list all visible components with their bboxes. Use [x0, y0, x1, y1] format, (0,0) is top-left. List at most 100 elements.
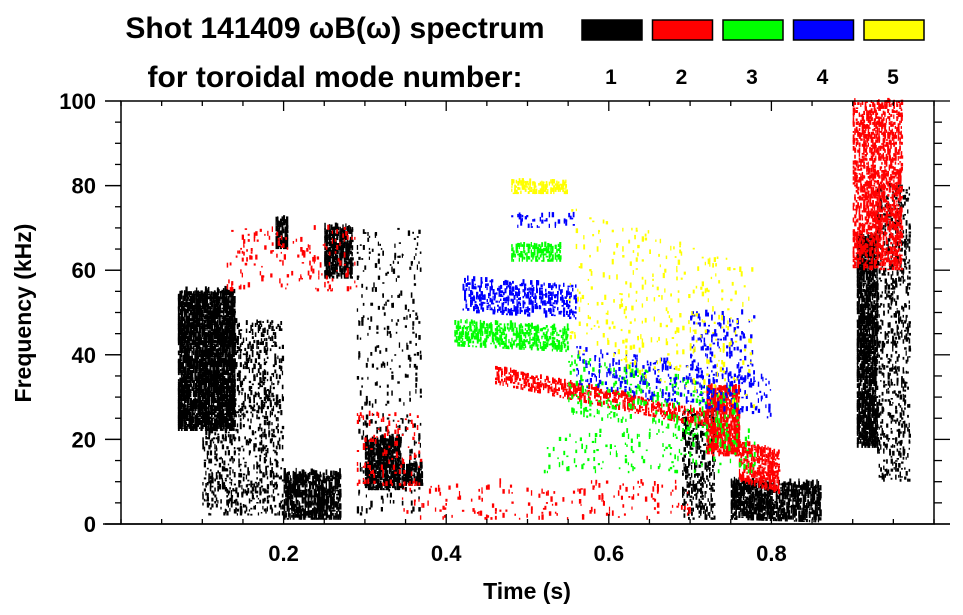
spectral-mark-n1 — [271, 438, 273, 442]
spectral-mark-n1 — [201, 292, 204, 296]
spectral-mark-n1 — [274, 414, 276, 418]
spectral-mark-n1 — [331, 510, 334, 512]
spectral-mark-n1 — [421, 471, 423, 475]
spectral-mark-n1 — [324, 271, 326, 275]
spectral-mark-n1 — [322, 497, 325, 500]
spectral-mark-n1 — [182, 374, 184, 378]
spectral-mark-n1 — [319, 474, 322, 478]
spectral-mark-n1 — [195, 336, 198, 340]
spectral-mark-n1 — [206, 496, 209, 502]
spectral-mark-n1 — [300, 491, 303, 496]
spectral-mark-n1 — [212, 441, 215, 444]
spectral-mark-n1 — [197, 331, 200, 338]
spectral-mark-n1 — [266, 329, 269, 335]
spectral-mark-n1 — [220, 404, 222, 408]
spectral-mark-n1 — [406, 345, 409, 350]
spectral-mark-n1 — [212, 304, 214, 312]
spectral-mark-n1 — [188, 298, 191, 302]
spectral-mark-n1 — [208, 503, 211, 506]
spectral-mark-n1 — [205, 483, 207, 488]
spectral-mark-n1 — [204, 339, 207, 346]
spectral-mark-n1 — [683, 429, 686, 432]
spectral-mark-n1 — [236, 378, 239, 382]
spectral-mark-n1 — [212, 321, 215, 323]
spectral-mark-n1 — [392, 268, 396, 274]
spectral-mark-n1 — [203, 329, 205, 334]
spectral-mark-n1 — [336, 510, 338, 518]
spectral-mark-n1 — [401, 479, 403, 486]
spectral-mark-n1 — [301, 489, 305, 496]
spectral-mark-n1 — [238, 393, 240, 396]
spectral-mark-n1 — [260, 341, 263, 345]
spectral-mark-n1 — [218, 327, 222, 331]
spectral-mark-n1 — [197, 371, 199, 374]
spectral-mark-n1 — [331, 486, 334, 490]
spectral-mark-n1 — [283, 237, 285, 240]
spectral-mark-n1 — [250, 411, 253, 414]
spectral-mark-n1 — [418, 507, 421, 512]
spectral-mark-n1 — [188, 395, 191, 398]
spectral-mark-n1 — [339, 226, 341, 234]
spectral-mark-n1 — [179, 356, 182, 360]
spectral-mark-n1 — [259, 423, 261, 430]
spectral-mark-n1 — [382, 435, 385, 442]
spectral-mark-n1 — [223, 466, 226, 472]
spectral-mark-n1 — [247, 487, 250, 492]
spectral-mark-n1 — [262, 488, 265, 492]
spectral-mark-n1 — [381, 483, 383, 491]
spectrogram-marks — [177, 97, 912, 523]
spectral-mark-n1 — [263, 327, 266, 333]
spectral-mark-n1 — [206, 359, 208, 366]
spectral-mark-n1 — [391, 371, 394, 374]
spectral-mark-n1 — [223, 346, 226, 350]
spectral-mark-n1 — [701, 482, 704, 484]
spectral-mark-n1 — [179, 417, 181, 419]
spectral-mark-n1 — [222, 366, 225, 370]
spectral-mark-n1 — [195, 416, 199, 419]
spectral-mark-n1 — [221, 317, 224, 320]
spectral-mark-n1 — [217, 328, 219, 331]
spectral-mark-n1 — [263, 433, 267, 438]
spectral-mark-n1 — [371, 363, 374, 368]
spectral-mark-n1 — [186, 367, 190, 376]
spectral-mark-n1 — [396, 487, 399, 491]
spectral-mark-n1 — [281, 240, 283, 246]
spectral-mark-n1 — [315, 470, 318, 476]
spectral-mark-n1 — [205, 403, 207, 408]
spectral-mark-n1 — [400, 290, 403, 296]
spectral-mark-n1 — [204, 361, 208, 366]
spectral-mark-n1 — [227, 370, 229, 376]
spectral-mark-n1 — [345, 260, 348, 265]
spectral-mark-n1 — [336, 251, 339, 255]
spectral-mark-n1 — [415, 372, 418, 376]
spectral-mark-n1 — [222, 376, 226, 380]
spectral-mark-n1 — [192, 416, 195, 419]
spectral-mark-n1 — [413, 457, 416, 460]
spectral-mark-n1 — [229, 477, 231, 480]
spectral-mark-n1 — [334, 233, 337, 237]
spectral-mark-n1 — [365, 362, 368, 368]
spectral-mark-n1 — [289, 478, 292, 482]
spectral-mark-n1 — [229, 497, 232, 502]
spectral-mark-n1 — [231, 316, 234, 320]
spectral-mark-n1 — [415, 460, 417, 466]
spectral-mark-n1 — [389, 331, 391, 334]
spectral-mark-n1 — [385, 446, 388, 452]
spectral-mark-n1 — [191, 322, 194, 326]
spectral-mark-n1 — [222, 294, 225, 298]
spectral-mark-n1 — [275, 241, 278, 248]
spectral-mark-n1 — [210, 331, 213, 338]
spectral-mark-n1 — [233, 402, 237, 406]
spectral-mark-n1 — [239, 480, 242, 484]
spectral-mark-n1 — [210, 310, 213, 314]
spectral-mark-n1 — [241, 445, 244, 448]
spectral-mark-n1 — [185, 362, 187, 366]
spectral-mark-n1 — [375, 444, 378, 448]
spectral-mark-n1 — [272, 331, 275, 335]
spectral-mark-n1 — [212, 491, 215, 496]
spectral-mark-n1 — [210, 349, 214, 354]
spectral-mark-n1 — [228, 427, 231, 429]
spectral-mark-n1 — [373, 488, 377, 491]
spectral-mark-n1 — [313, 506, 316, 514]
spectral-mark-n1 — [226, 344, 228, 347]
